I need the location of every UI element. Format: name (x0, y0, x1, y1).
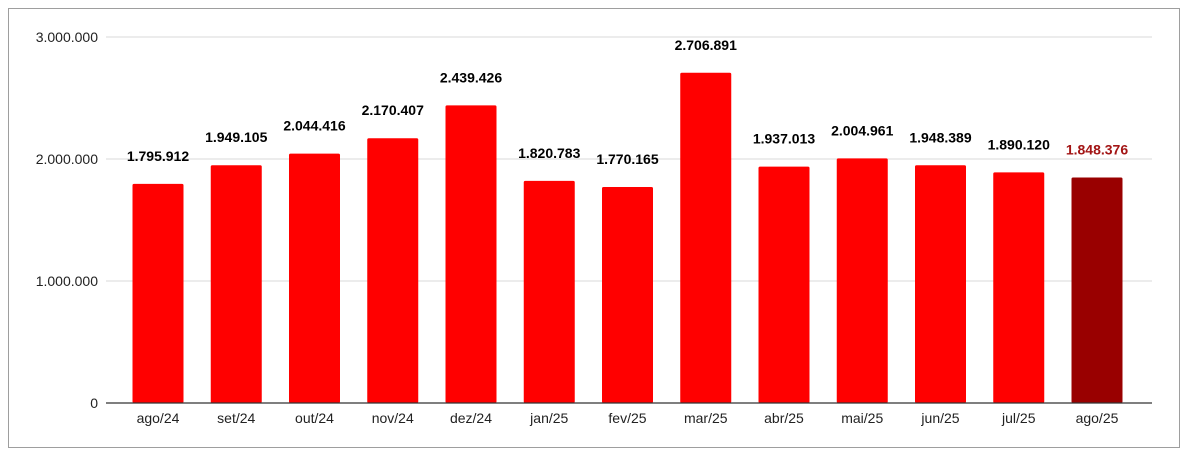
x-tick-label: out/24 (295, 410, 334, 426)
data-label: 1.949.105 (205, 129, 267, 145)
bar-ago-24 (132, 183, 184, 403)
data-label: 1.770.165 (596, 151, 658, 167)
x-axis-ticks: ago/24 set/24 out/24 nov/24 dez/24 jan/25 fev/… (137, 410, 1119, 426)
bar-fev-25 (602, 187, 653, 403)
data-label: 2.706.891 (675, 37, 737, 53)
bar-nov-24 (367, 138, 419, 404)
x-tick-label: set/24 (217, 410, 255, 426)
y-axis-ticks: 0 1.000.000 2.000.000 3.000.000 (36, 29, 99, 411)
x-tick-label: ago/24 (137, 410, 180, 426)
bar-dez-24 (445, 105, 497, 404)
data-label: 1.937.013 (753, 131, 815, 147)
y-tick-label: 1.000.000 (36, 273, 98, 289)
chart-frame (8, 8, 1180, 448)
x-tick-label: jul/25 (1001, 410, 1036, 426)
data-label: 1.848.376 (1066, 141, 1128, 157)
bar-mai-25 (836, 158, 888, 403)
x-tick-label: jun/25 (920, 410, 959, 426)
x-tick-label: mai/25 (841, 410, 883, 426)
bar-set-24 (210, 165, 262, 403)
bar-jul-25 (993, 172, 1045, 403)
x-tick-label: nov/24 (372, 410, 414, 426)
bar-jan-25 (523, 180, 575, 403)
data-label: 1.820.783 (518, 145, 580, 161)
data-label: 2.439.426 (440, 69, 502, 85)
x-tick-label: jan/25 (529, 410, 568, 426)
bar-mar-25 (680, 72, 732, 403)
data-label: 1.948.389 (909, 129, 971, 145)
bar-jun-25 (915, 165, 966, 403)
bars (132, 72, 1123, 404)
bar-out-24 (289, 153, 340, 403)
y-tick-label: 0 (90, 395, 98, 411)
data-label: 2.004.961 (831, 122, 893, 138)
x-tick-label: ago/25 (1076, 410, 1119, 426)
data-label: 2.044.416 (283, 118, 345, 134)
y-tick-label: 3.000.000 (36, 29, 98, 45)
y-tick-label: 2.000.000 (36, 151, 98, 167)
data-labels: 1.795.912 1.949.105 2.044.416 2.170.407 2.43… (127, 37, 1128, 167)
x-tick-label: mar/25 (684, 410, 728, 426)
data-label: 2.170.407 (362, 102, 424, 118)
data-label: 1.890.120 (988, 136, 1050, 152)
bar-ago-25 (1071, 177, 1123, 403)
data-label: 1.795.912 (127, 148, 189, 164)
x-tick-label: fev/25 (608, 410, 646, 426)
x-tick-label: dez/24 (450, 410, 492, 426)
x-tick-label: abr/25 (764, 410, 804, 426)
bar-abr-25 (758, 166, 810, 403)
